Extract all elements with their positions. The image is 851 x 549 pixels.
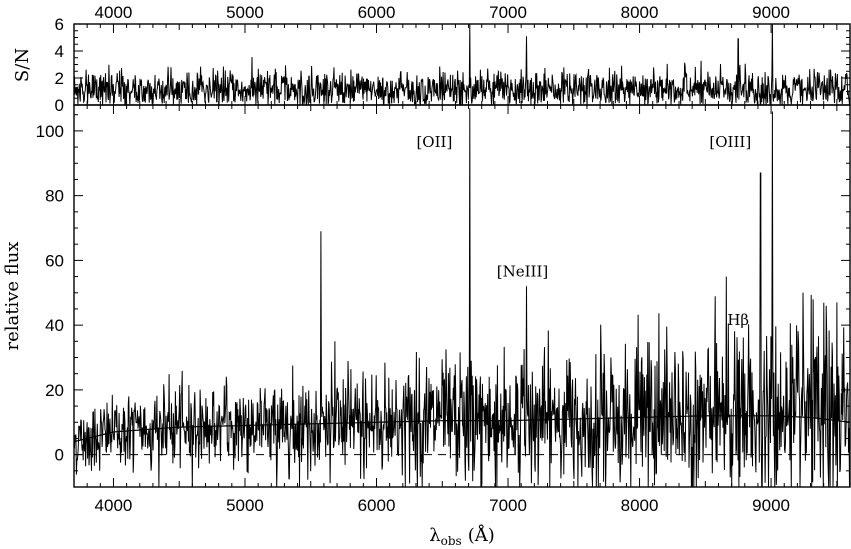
flux-spectrum (73, 108, 851, 488)
sn-y-tick-label: 6 (55, 15, 64, 34)
flux-panel-frame (73, 104, 851, 488)
flux-y-axis-label: relative flux (2, 241, 23, 350)
sn-top-x-tick-label: 4000 (95, 3, 133, 22)
flux-y-tick-label: 80 (45, 187, 64, 206)
sn-top-x-tick-labels: 4000 5000 6000 7000 8000 9000 (95, 3, 790, 22)
flux-y-tick-label: 60 (45, 251, 64, 270)
line-label: Hβ (727, 311, 749, 329)
flux-panel: 4000 5000 6000 7000 8000 9000 0 20 40 60 80 100 [O… (2, 104, 851, 548)
sn-y-axis-label: S/N (12, 48, 33, 82)
flux-x-tick-label: 9000 (752, 496, 790, 515)
sn-top-x-tick-label: 5000 (226, 3, 264, 22)
flux-y-tick-labels: 0 20 40 60 80 100 (36, 122, 64, 465)
sn-y-tick-labels: 0 2 4 6 (55, 15, 64, 115)
x-axis-label: λobs (Å) (429, 524, 495, 548)
sn-panel: 4000 5000 6000 7000 8000 9000 0 2 4 6 S/N (12, 3, 851, 115)
flux-y-tick-label: 40 (45, 316, 64, 335)
flux-x-tick-label: 5000 (226, 496, 264, 515)
sn-y-tick-label: 2 (55, 69, 64, 88)
flux-x-tick-labels: 4000 5000 6000 7000 8000 9000 (95, 496, 790, 515)
sn-trace (73, 23, 851, 106)
line-label: [OII] (416, 133, 452, 151)
flux-y-tick-label: 20 (45, 381, 64, 400)
sn-top-x-tick-label: 8000 (621, 3, 659, 22)
sn-y-tick-label: 4 (55, 42, 64, 61)
line-label: [NeIII] (497, 263, 548, 281)
sn-top-x-tick-label: 9000 (752, 3, 790, 22)
continuum-curve (73, 415, 851, 443)
sn-y-tick-label: 0 (55, 96, 64, 115)
sn-top-x-tick-label: 6000 (358, 3, 396, 22)
flux-x-tick-label: 7000 (489, 496, 527, 515)
line-label: [OIII] (709, 133, 751, 151)
flux-y-tick-label: 100 (36, 122, 64, 141)
line-annotations: [OII] [NeIII] Hβ [OIII] (416, 133, 751, 329)
sn-top-x-tick-label: 7000 (489, 3, 527, 22)
flux-x-tick-label: 4000 (95, 496, 133, 515)
flux-x-tick-label: 6000 (358, 496, 396, 515)
flux-y-tick-label: 0 (55, 446, 64, 465)
flux-x-tick-label: 8000 (621, 496, 659, 515)
flux-ticks (74, 105, 851, 488)
